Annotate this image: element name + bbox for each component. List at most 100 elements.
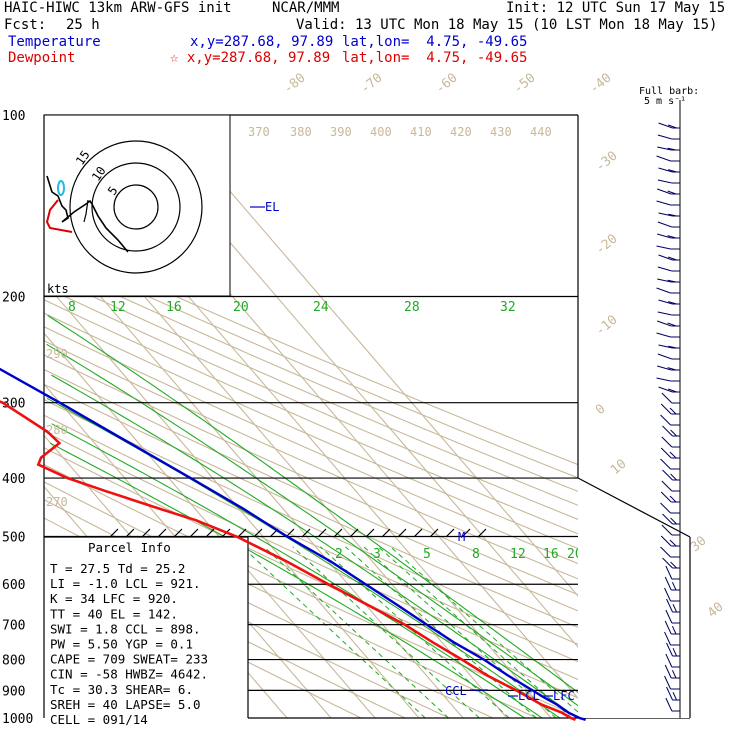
wind-barb-flag <box>657 233 672 239</box>
wind-barb-flag <box>666 686 673 701</box>
wind-barb-flag <box>656 332 671 338</box>
isotherm-label: -80 <box>281 70 309 97</box>
lfc-marker: LFC <box>553 689 575 703</box>
wind-barb-flag <box>664 587 671 602</box>
isotherm-label: -20 <box>593 231 621 258</box>
hodograph-storm-motion <box>45 199 73 233</box>
wind-barb-flag <box>660 458 671 470</box>
wind-barb-flag <box>660 491 672 503</box>
freezing-tick <box>141 528 151 538</box>
wind-barb-flag <box>657 353 673 360</box>
wind-barb-flag <box>669 451 677 459</box>
init-time: Init: 12 UTC Sun 17 May 15 <box>506 0 726 16</box>
wind-barb-flag <box>658 344 673 349</box>
wind-barb-flag <box>667 190 677 195</box>
wind-barb-flag <box>657 146 672 151</box>
isotherm-label: -60 <box>433 70 461 97</box>
dry-adiabat <box>44 326 578 565</box>
wind-barb-flag <box>661 392 673 404</box>
mixing-ratio-label: 8 <box>68 300 76 315</box>
hodograph-frame <box>43 114 231 297</box>
wind-barb-flag <box>658 167 673 173</box>
freezing-tick <box>253 528 263 538</box>
wind-barb-flag <box>658 299 673 305</box>
barb-legend-line1: Full barb: <box>639 86 699 97</box>
dry-adiabat <box>44 430 578 681</box>
freezing-tick <box>205 528 215 538</box>
wind-barb-flag <box>657 266 672 272</box>
hodograph-trace <box>46 175 129 253</box>
temperature-profile <box>0 367 586 721</box>
parcel-info-row: CIN = -58 HWBZ= 4642. <box>50 667 208 682</box>
wind-barb-flag <box>667 235 677 239</box>
wind-barb-flag <box>657 221 673 228</box>
dewpoint-xy: ☆ x,y=287.68, 97.89 <box>170 50 331 66</box>
wind-barb-flag <box>658 254 673 261</box>
wind-barb-flag <box>668 256 677 261</box>
dry-adiabats <box>44 236 578 718</box>
wind-barb-flag <box>660 535 672 547</box>
wind-barb-flag <box>661 480 673 492</box>
wind-barb-flag <box>669 539 677 547</box>
m-marker: M <box>458 530 465 544</box>
freezing-tick <box>397 528 407 538</box>
freezing-tick <box>173 528 183 538</box>
isotherm-label: 0 <box>593 402 609 419</box>
valid-time: Valid: 13 UTC Mon 18 May 15 (10 LST Mon … <box>296 17 718 33</box>
wind-barb-flag <box>670 517 677 525</box>
dry-adiabat <box>44 447 578 699</box>
wind-barb-flag <box>656 200 671 206</box>
org-label: NCAR/MMM <box>272 0 340 16</box>
freezing-tick <box>477 528 487 538</box>
wind-barb-flag <box>668 345 677 349</box>
temperature-latlon: lat,lon= 4.75, -49.65 <box>342 34 528 50</box>
dry-adiabat <box>44 399 578 645</box>
mixing-ratio-label: 28 <box>404 300 420 315</box>
dewpoint-profile <box>0 400 576 722</box>
wind-barb-flag <box>660 447 672 459</box>
temperature-legend: Temperature <box>8 34 101 50</box>
parcel-info-row: LI = -1.0 LCL = 921. <box>50 576 201 591</box>
wind-barb-flag <box>671 625 677 635</box>
pressure-label: 1000 <box>2 712 33 727</box>
theta-label: 370 <box>248 125 270 139</box>
mixing-ratio-label: 32 <box>500 300 516 315</box>
isotherm-label: 10 <box>608 457 630 479</box>
wind-barb-flag <box>672 691 678 701</box>
pressure-label: 800 <box>2 654 25 669</box>
theta-label: 270 <box>46 495 68 509</box>
mixing-ratio-label: 5 <box>423 547 431 562</box>
wind-barb-flag <box>661 436 673 448</box>
moist-adiabat <box>46 343 596 719</box>
moist-adiabat <box>49 442 525 719</box>
hodograph: 5 10 15 kts <box>43 114 231 297</box>
dry-adiabat <box>44 260 578 493</box>
freezing-tick <box>461 528 471 538</box>
wind-barb-flag <box>662 469 673 481</box>
wind-barb-flag <box>668 169 677 173</box>
parcel-info-row: K = 34 LFC = 920. <box>50 591 178 606</box>
wind-barb-flag <box>672 647 678 657</box>
wind-barb-flag <box>657 188 672 195</box>
wind-barb-flag <box>668 301 677 305</box>
wind-barb-flag <box>656 245 671 250</box>
wind-barb-flag <box>665 609 673 624</box>
wind-barb-flag <box>668 213 677 217</box>
wind-barb-flag <box>657 365 672 371</box>
isotherm <box>164 115 578 597</box>
ccl-marker: CCL <box>445 684 467 698</box>
hodo-ring-15 <box>69 140 203 274</box>
el-marker: EL <box>265 200 279 214</box>
wind-barb-flag <box>657 311 672 316</box>
freezing-tick <box>125 528 135 538</box>
lcl-marker: LCL <box>518 689 540 703</box>
fcst-value: 25 h <box>66 17 100 33</box>
theta-label: 400 <box>370 125 392 139</box>
dewpoint-legend: Dewpoint <box>8 50 76 66</box>
parcel-info-row: TT = 40 EL = 142. <box>50 606 178 621</box>
dry-adiabat <box>44 236 578 466</box>
parcel-info-row: CAPE = 709 SWEAT= 233 <box>50 652 208 667</box>
wind-barb-flag <box>660 502 671 514</box>
dry-adiabat <box>44 299 578 535</box>
